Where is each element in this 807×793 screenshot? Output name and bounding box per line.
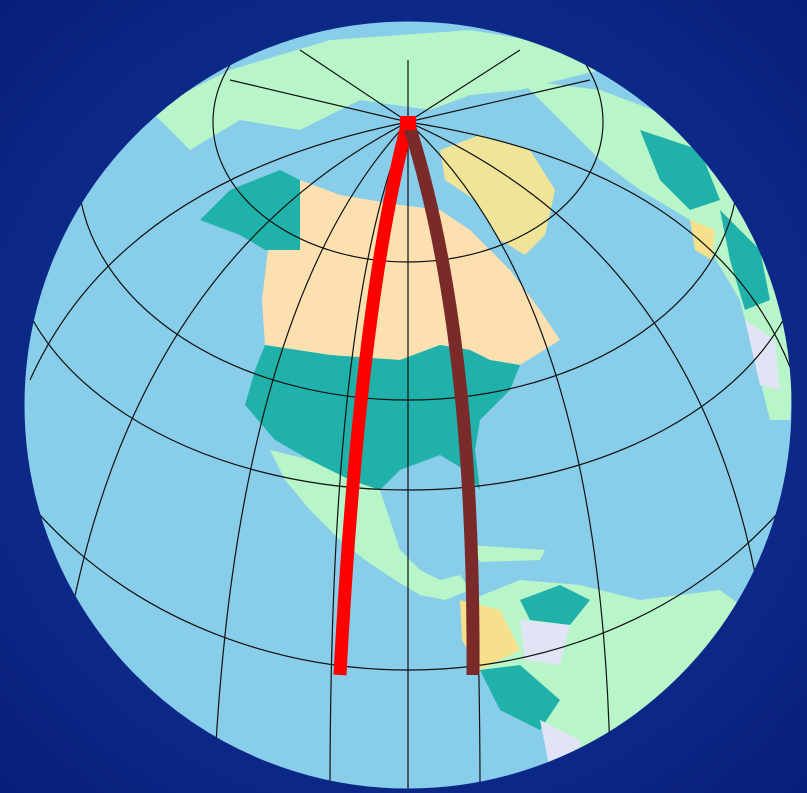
meridian [407, 121, 792, 381]
meridian [229, 79, 409, 123]
europe-country [745, 320, 780, 390]
globe-edge [23, 20, 793, 790]
caribbean [470, 545, 545, 562]
south-america-country [520, 585, 590, 625]
meridian [329, 121, 409, 789]
meridian [407, 79, 591, 123]
europe-country [720, 210, 770, 310]
europe-country [690, 220, 715, 260]
arctic-land [150, 30, 600, 150]
meridian [407, 121, 761, 601]
meridian [407, 49, 521, 123]
greenland [440, 135, 555, 255]
meridian [407, 121, 611, 761]
pole-marker [400, 116, 416, 130]
usa [245, 345, 520, 490]
rhumb-line-route [401, 120, 480, 676]
great-circle-route [333, 120, 415, 676]
canada [262, 180, 560, 365]
meridian [29, 121, 409, 381]
mexico [270, 450, 470, 600]
meridian [299, 49, 409, 123]
south-america-country [520, 620, 570, 665]
meridian [69, 121, 409, 621]
south-america-country [480, 665, 560, 730]
alaska [200, 170, 300, 250]
meridian [214, 121, 409, 761]
